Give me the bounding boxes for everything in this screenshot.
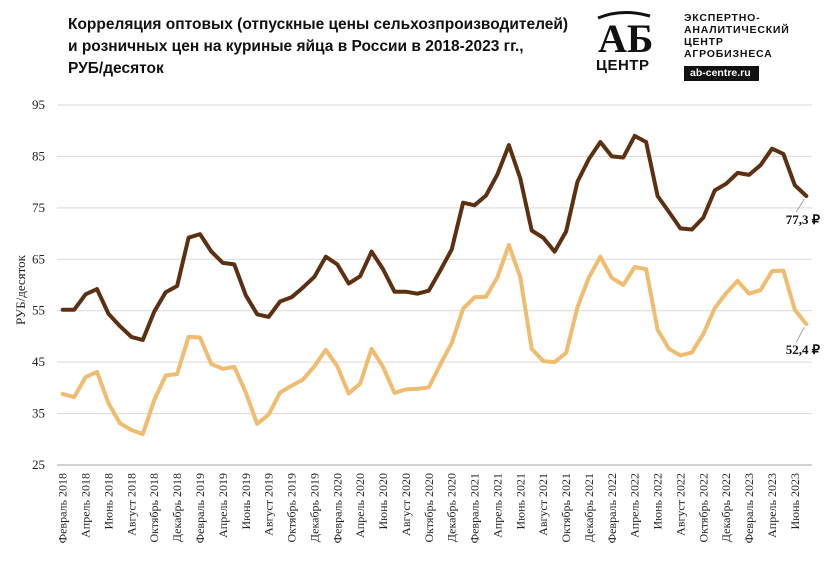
title-line-2: и розничных цен на куриные яйца в России… [68, 38, 524, 55]
logo-swoosh-icon [597, 11, 651, 20]
x-tick-label: Июнь 2018 [101, 473, 115, 530]
x-tick-label: Апрель 2022 [628, 473, 642, 538]
ab-logo-mark: АБ ЦЕНТР [596, 11, 653, 74]
logo-mark-bottom: ЦЕНТР [596, 57, 649, 74]
ab-centre-logo: АБ ЦЕНТР ЭКСПЕРТНО- АНАЛИТИЧЕСКИЙ ЦЕНТР … [592, 8, 827, 88]
logo-text-line-4: АГРОБИЗНЕСА [684, 48, 773, 60]
x-tick-label: Апрель 2023 [765, 473, 779, 538]
x-tick-label: Декабрь 2020 [445, 473, 459, 542]
x-tick-label: Февраль 2018 [56, 473, 70, 543]
x-tick-label: Декабрь 2022 [719, 473, 733, 542]
x-tick-label: Апрель 2021 [490, 473, 504, 538]
wholesale-price-line [60, 242, 809, 437]
x-tick-label: Август 2022 [673, 473, 687, 536]
x-tick-label: Апрель 2020 [353, 473, 367, 538]
logo-text-line-1: ЭКСПЕРТНО- [684, 12, 761, 24]
x-tick-label: Октябрь 2020 [422, 473, 436, 543]
logo-url: ab-centre.ru [684, 66, 759, 81]
x-tick-label: Декабрь 2019 [307, 473, 321, 542]
x-tick-label: Апрель 2018 [79, 473, 93, 538]
x-tick-label: Февраль 2022 [605, 473, 619, 543]
title-line-1: Корреляция оптовых (отпускные цены сельх… [68, 16, 569, 33]
retail-end-label-leader [795, 198, 805, 213]
y-tick-label: 55 [32, 303, 45, 318]
x-tick-label: Декабрь 2021 [582, 473, 596, 542]
x-tick-label: Декабрь 2018 [170, 473, 184, 542]
x-tick-label: Август 2019 [262, 473, 276, 536]
end-labels: 77,3 ₽ 52,4 ₽ [786, 198, 821, 357]
x-tick-label: Октябрь 2021 [559, 473, 573, 543]
logo-text-line-2: АНАЛИТИЧЕСКИЙ [684, 24, 790, 36]
title-line-3: РУБ/десяток [68, 60, 164, 77]
y-tick-label: 25 [32, 457, 45, 472]
x-tick-label: Август 2020 [399, 473, 413, 536]
x-tick-label: Октябрь 2018 [147, 473, 161, 543]
y-axis-label: РУБ/десяток [13, 254, 28, 325]
x-tick-label: Август 2021 [536, 473, 550, 536]
logo-text: ЭКСПЕРТНО- АНАЛИТИЧЕСКИЙ ЦЕНТР АГРОБИЗНЕ… [684, 12, 824, 60]
x-tick-label: Июнь 2021 [513, 473, 527, 530]
y-tick-label: 45 [32, 354, 45, 369]
gridlines [57, 104, 812, 415]
y-tick-label: 85 [32, 148, 45, 163]
retail-price-line [60, 133, 809, 342]
x-tick-label: Апрель 2019 [216, 473, 230, 538]
x-tick-label: Август 2018 [124, 473, 138, 536]
chart-title: Корреляция оптовых (отпускные цены сельх… [68, 14, 588, 80]
x-tick-label: Февраль 2020 [330, 473, 344, 543]
x-tick-label: Июнь 2019 [239, 473, 253, 530]
retail-end-label: 77,3 ₽ [786, 212, 821, 227]
series-lines [60, 133, 809, 437]
y-tick-label: 75 [32, 200, 45, 215]
x-tick-label: Февраль 2021 [468, 473, 482, 543]
logo-text-line-3: ЦЕНТР [684, 36, 724, 48]
x-tick-label: Февраль 2019 [193, 473, 207, 543]
x-tick-label: Октябрь 2019 [285, 473, 299, 543]
wholesale-end-label: 52,4 ₽ [786, 342, 821, 357]
y-tick-label: 95 [32, 97, 45, 112]
y-tick-label: 35 [32, 406, 45, 421]
x-tick-label: Июнь 2022 [651, 473, 665, 530]
y-axis-ticks: 25 35 45 55 65 75 85 95 [32, 97, 45, 472]
x-tick-label: Июнь 2020 [376, 473, 390, 530]
x-tick-label: Февраль 2023 [742, 473, 756, 543]
x-tick-label: Июнь 2023 [788, 473, 802, 530]
x-tick-label: Октябрь 2022 [696, 473, 710, 543]
x-axis-ticks: Февраль 2018 Апрель 2018 Июнь 2018 Август 2… [56, 473, 802, 543]
y-tick-label: 65 [32, 251, 45, 266]
wholesale-end-label-leader [795, 326, 805, 343]
logo-mark-top: АБ [598, 16, 653, 61]
